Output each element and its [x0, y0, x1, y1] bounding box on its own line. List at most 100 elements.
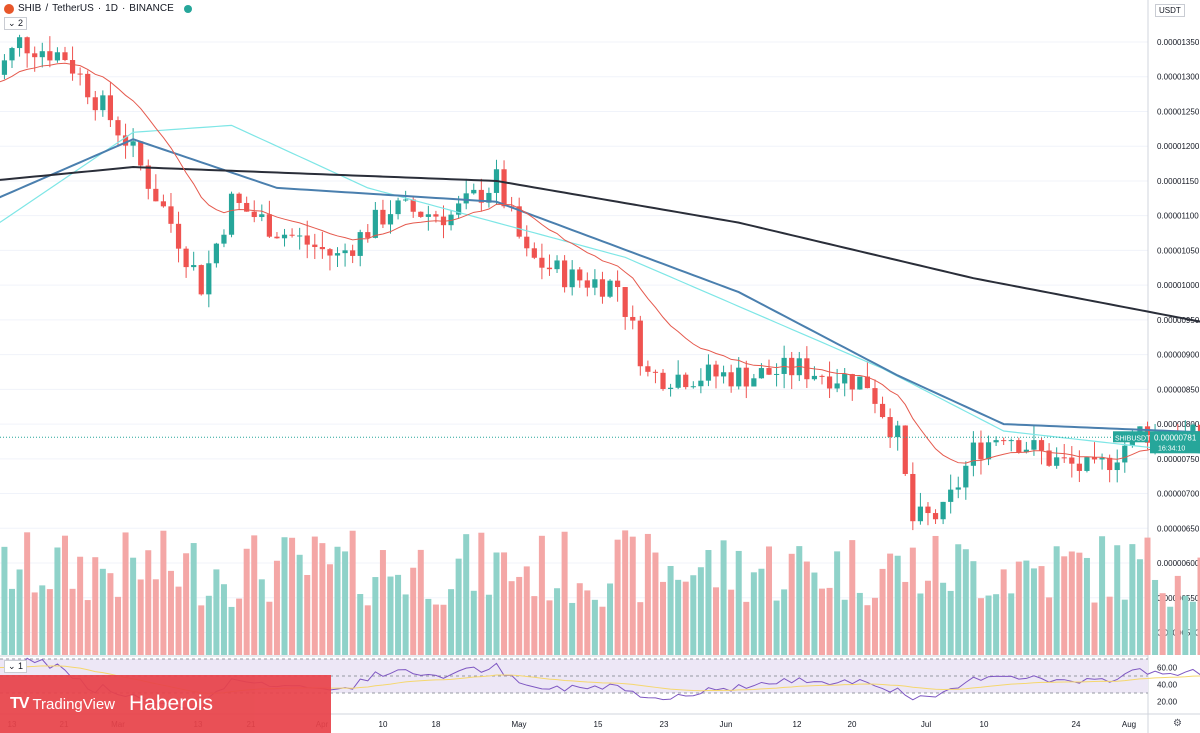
candle-body: [327, 249, 333, 256]
candle-body: [531, 248, 537, 258]
volume-bar: [713, 587, 720, 655]
volume-bar: [1053, 546, 1060, 655]
volume-bar: [591, 599, 598, 655]
volume-bar: [1144, 537, 1151, 655]
price-tick-label: 0.00000900: [1157, 351, 1200, 360]
volume-bar: [273, 560, 280, 655]
candle-body: [615, 280, 621, 288]
candle-body: [652, 371, 659, 373]
volume-bar: [152, 579, 159, 655]
candle-body: [1008, 440, 1014, 442]
volume-bar: [766, 546, 772, 655]
interval[interactable]: 1D: [105, 3, 118, 14]
volume-bar: [796, 546, 803, 655]
volume-bar: [402, 594, 409, 655]
candle-body: [448, 214, 454, 226]
volume-bar: [84, 600, 91, 655]
volume-bar: [962, 549, 969, 655]
candle-body: [145, 165, 151, 189]
candle-body: [39, 51, 45, 58]
volume-bar: [319, 543, 326, 655]
time-tick-label: Jul: [921, 720, 931, 729]
candle-body: [251, 211, 257, 218]
volume-bar: [1167, 606, 1174, 655]
volume-bar: [92, 557, 99, 655]
candle-body: [1, 60, 8, 75]
candle-body: [77, 73, 83, 75]
volume-bar: [614, 539, 621, 655]
volume-bar: [1197, 557, 1200, 655]
candle-body: [736, 367, 742, 387]
symbol-tag-bg: [1113, 431, 1148, 443]
candle-body: [54, 52, 61, 61]
candle-body: [153, 188, 159, 202]
candle-body: [948, 489, 954, 502]
volume-bar: [660, 581, 667, 655]
symbol-tag: SHIBUSDT: [1115, 435, 1151, 442]
candle-body: [675, 374, 681, 388]
volume-bar: [198, 605, 205, 655]
volume-bar: [1174, 575, 1181, 655]
candle-body: [198, 265, 204, 295]
candle-body: [281, 234, 288, 239]
volume-bar: [909, 547, 916, 655]
volume-bar: [289, 537, 296, 655]
volume-bar: [1099, 536, 1106, 655]
sma-long-line: [0, 166, 1200, 323]
settings-gear-icon[interactable]: ⚙: [1173, 718, 1182, 729]
symbol-header[interactable]: SHIB / TetherUS · 1D · BINANCE: [4, 3, 192, 14]
candle-body: [667, 387, 674, 389]
volume-bar: [924, 580, 931, 655]
candle-body: [592, 279, 598, 288]
volume-bar: [940, 582, 947, 655]
candle-body: [130, 141, 136, 146]
currency-unit-button[interactable]: USDT: [1155, 4, 1185, 17]
candle-body: [236, 193, 242, 203]
candle-body: [728, 372, 734, 387]
candle-body: [418, 211, 424, 217]
candle-body: [387, 214, 394, 225]
indicators-collapse-button[interactable]: ⌄ 2: [4, 17, 28, 30]
volume-bar: [622, 530, 629, 655]
candle-body: [403, 199, 409, 201]
candle-body: [751, 378, 757, 387]
volume-bar: [1076, 552, 1083, 655]
volume-bar: [652, 552, 659, 655]
volume-bar: [1121, 599, 1128, 655]
volume-bar: [304, 574, 311, 655]
candle-body: [115, 120, 121, 136]
volume-bar: [251, 535, 258, 655]
volume-bar: [266, 601, 273, 655]
price-tick-label: 0.00001000: [1157, 281, 1200, 290]
volume-bar: [955, 544, 962, 655]
candle-body: [766, 368, 772, 375]
volume-bar: [629, 536, 636, 655]
volume-bar: [311, 536, 318, 655]
candle-body: [297, 235, 303, 237]
rsi-tick-label: 60.00: [1157, 664, 1178, 673]
price-tick-label: 0.00001200: [1157, 142, 1200, 151]
volume-bar: [190, 543, 197, 655]
brand-name: Haberois: [129, 692, 214, 715]
volume-bar: [334, 546, 341, 655]
volume-bar: [357, 594, 364, 655]
candle-body: [456, 203, 462, 215]
candle-body: [562, 260, 568, 288]
candle-body: [1054, 457, 1060, 466]
volume-bar: [750, 572, 757, 655]
volume-bar: [220, 584, 227, 655]
candle-body: [963, 465, 969, 488]
rsi-collapse-button[interactable]: ⌄ 1: [4, 660, 28, 673]
candle-body: [895, 425, 901, 438]
volume-bar: [932, 535, 939, 655]
volume-bar: [395, 574, 402, 655]
candle-body: [940, 501, 946, 520]
volume-bar: [993, 594, 1000, 655]
volume-bar: [1046, 597, 1053, 655]
candle-body: [274, 236, 280, 239]
time-tick-label: 24: [1072, 720, 1081, 729]
volume-bar: [425, 598, 432, 655]
candle-body: [698, 380, 704, 387]
volume-bar: [864, 605, 871, 655]
